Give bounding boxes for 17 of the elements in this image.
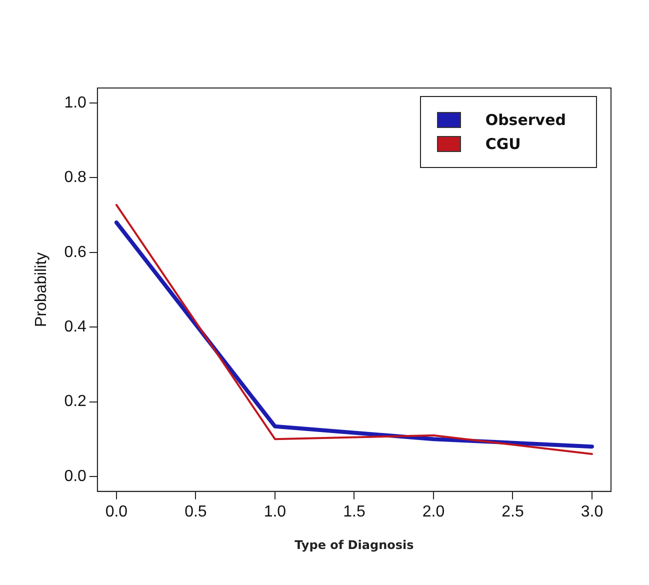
x-axis-title: Type of Diagnosis	[294, 538, 414, 552]
y-axis-title: Probability	[33, 252, 50, 328]
x-tick-label: 3.0	[580, 503, 604, 520]
legend-label: CGU	[485, 135, 521, 153]
y-tick-label: 0.6	[64, 244, 87, 261]
y-tick-label: 0.0	[64, 468, 87, 485]
x-tick-label: 1.5	[343, 503, 366, 520]
y-tick-label: 0.4	[64, 318, 87, 336]
x-tick-label: 2.0	[422, 503, 445, 520]
y-tick-label: 0.8	[64, 169, 87, 186]
x-tick-label: 0.5	[184, 503, 207, 520]
x-tick-label: 1.0	[264, 503, 286, 520]
y-tick-label: 0.2	[64, 393, 87, 410]
x-tick-label: 2.5	[502, 503, 524, 520]
x-tick-label: 0.0	[105, 503, 128, 520]
legend-label: Observed	[485, 111, 566, 129]
y-tick-label: 1.0	[64, 94, 87, 112]
